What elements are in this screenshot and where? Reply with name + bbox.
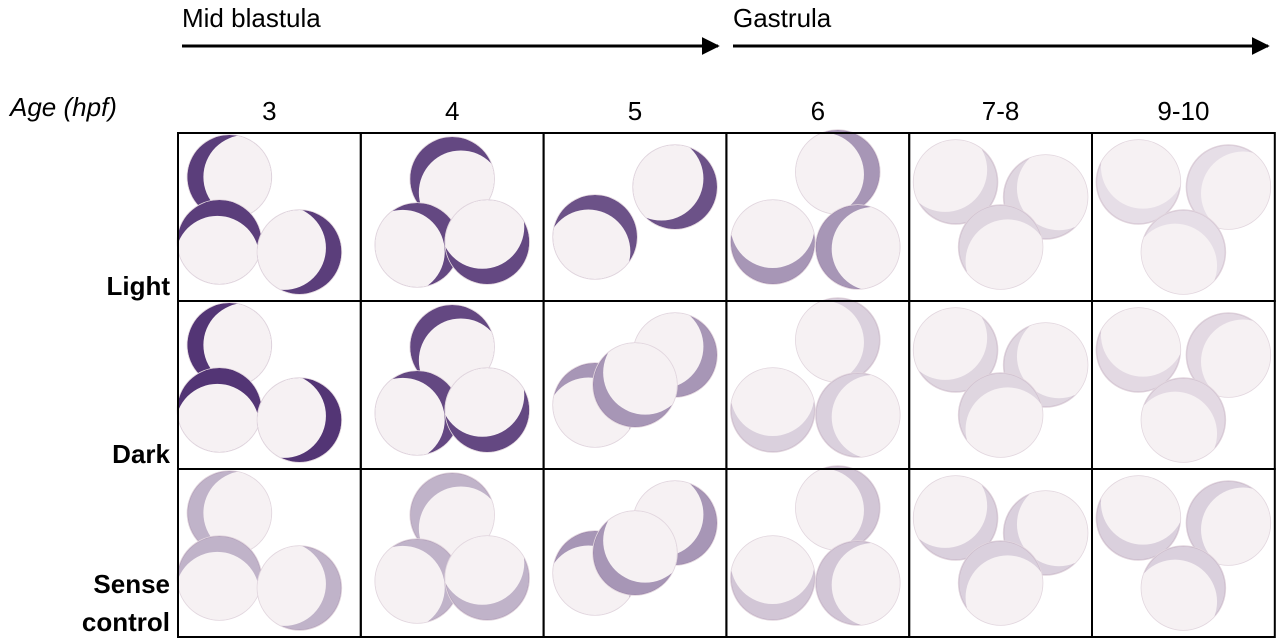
embryo-photo bbox=[730, 465, 901, 626]
yolk bbox=[831, 542, 900, 625]
age-value: 7-8 bbox=[982, 96, 1020, 126]
yolk bbox=[730, 368, 815, 437]
embryo-photo bbox=[374, 472, 530, 624]
yolk bbox=[965, 219, 1043, 289]
embryo-photo bbox=[1095, 139, 1272, 295]
embryo-photo bbox=[730, 129, 901, 290]
yolk bbox=[795, 468, 864, 550]
stain bbox=[730, 368, 815, 452]
yolk bbox=[1100, 308, 1181, 377]
embryo-photo bbox=[730, 297, 901, 458]
stain bbox=[1141, 210, 1226, 294]
yolk bbox=[1100, 140, 1181, 209]
embryo-photo bbox=[176, 470, 343, 631]
yolk bbox=[913, 140, 988, 212]
stain bbox=[375, 203, 460, 287]
row-label: control bbox=[82, 607, 170, 637]
yolk bbox=[795, 300, 864, 382]
yolk bbox=[795, 132, 864, 214]
stain bbox=[177, 200, 262, 284]
embryo-photo bbox=[552, 480, 718, 616]
embryo-photo bbox=[374, 136, 530, 288]
stain bbox=[795, 298, 880, 382]
age-value: 4 bbox=[445, 96, 459, 126]
stain bbox=[815, 541, 900, 625]
stain bbox=[375, 371, 460, 455]
yolk bbox=[831, 206, 900, 289]
yolk bbox=[913, 476, 988, 548]
stain bbox=[815, 205, 900, 289]
stain bbox=[730, 200, 815, 284]
stain bbox=[795, 466, 880, 550]
stage-label: Gastrula bbox=[733, 3, 832, 33]
age-value: 3 bbox=[262, 96, 276, 126]
yolk bbox=[177, 551, 260, 620]
yolk bbox=[375, 209, 445, 287]
grid-cell bbox=[1091, 468, 1276, 638]
stain bbox=[815, 373, 900, 457]
stage-label: Mid blastula bbox=[182, 3, 321, 33]
yolk bbox=[965, 387, 1043, 457]
yolk bbox=[375, 545, 445, 623]
embryo-photo bbox=[912, 139, 1089, 290]
stain bbox=[177, 368, 262, 452]
yolk bbox=[1141, 391, 1218, 462]
stain bbox=[1141, 546, 1226, 630]
stain bbox=[553, 195, 637, 279]
embryo-photo bbox=[176, 302, 343, 463]
embryo-photo bbox=[1095, 307, 1272, 463]
row-label: Sense bbox=[93, 569, 170, 599]
age-value: 6 bbox=[811, 96, 825, 126]
yolk bbox=[965, 555, 1043, 625]
embryo-photo bbox=[912, 307, 1089, 458]
embryo-photo bbox=[912, 475, 1089, 626]
yolk bbox=[1141, 559, 1218, 630]
stain bbox=[730, 536, 815, 620]
yolk bbox=[177, 383, 260, 452]
yolk bbox=[913, 308, 988, 380]
stain bbox=[177, 536, 262, 620]
embryo-photo bbox=[176, 134, 343, 295]
embryo-photo bbox=[552, 312, 718, 448]
age-value: 5 bbox=[628, 96, 642, 126]
yolk bbox=[1100, 476, 1181, 545]
stain bbox=[795, 130, 880, 214]
row-label: Light bbox=[106, 271, 170, 301]
age-label: Age (hpf) bbox=[8, 92, 117, 122]
yolk bbox=[553, 209, 631, 279]
yolk bbox=[730, 536, 815, 605]
yolk bbox=[177, 215, 260, 284]
yolk bbox=[730, 200, 815, 269]
yolk bbox=[633, 145, 704, 221]
yolk bbox=[375, 377, 445, 455]
age-value: 9-10 bbox=[1157, 96, 1209, 126]
embryo-photo bbox=[374, 304, 530, 456]
stain bbox=[633, 145, 717, 229]
yolk bbox=[1141, 223, 1218, 294]
yolk bbox=[831, 374, 900, 457]
row-label: Dark bbox=[112, 439, 170, 469]
stain bbox=[1141, 378, 1226, 462]
stain bbox=[375, 539, 460, 623]
embryo-photo bbox=[1095, 475, 1272, 631]
embryo-photo bbox=[552, 144, 718, 280]
stain bbox=[913, 140, 998, 224]
